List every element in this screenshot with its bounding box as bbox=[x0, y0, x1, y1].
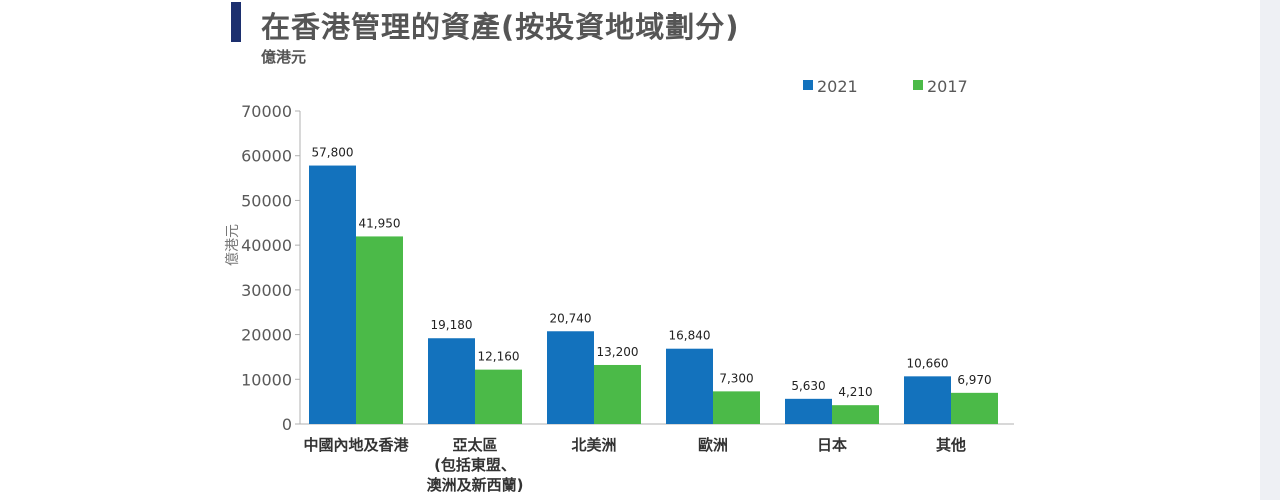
bar-2017-3 bbox=[713, 391, 760, 424]
data-label-2017-0: 41,950 bbox=[359, 216, 401, 230]
y-tick-label: 60000 bbox=[241, 147, 292, 166]
y-tick-label: 40000 bbox=[241, 236, 292, 255]
bar-2021-5 bbox=[904, 376, 951, 424]
y-tick-label: 20000 bbox=[241, 326, 292, 345]
x-category-label: 其他 bbox=[936, 436, 966, 454]
bar-2021-2 bbox=[547, 331, 594, 424]
unit-label: 億港元 bbox=[261, 48, 307, 66]
data-label-2021-0: 57,800 bbox=[312, 146, 354, 160]
y-tick-label: 10000 bbox=[241, 370, 292, 389]
x-category-label: 日本 bbox=[817, 436, 847, 454]
bar-2021-1 bbox=[428, 338, 475, 424]
bar-2021-3 bbox=[666, 348, 713, 424]
x-category-label: 澳洲及新西蘭) bbox=[427, 476, 524, 494]
x-category-label: 中國內地及香港 bbox=[303, 436, 409, 454]
x-category-label: 歐洲 bbox=[698, 436, 728, 454]
x-category-label: 北美洲 bbox=[571, 436, 616, 454]
y-tick-label: 30000 bbox=[241, 281, 292, 300]
title-accent-bar bbox=[231, 2, 241, 42]
y-tick-label: 70000 bbox=[241, 102, 292, 121]
bar-2017-1 bbox=[475, 369, 522, 424]
page-title: 在香港管理的資產(按投資地域劃分) bbox=[261, 10, 740, 44]
data-label-2017-1: 12,160 bbox=[478, 350, 520, 364]
data-label-2017-4: 4,210 bbox=[838, 385, 872, 399]
legend-swatch-2021 bbox=[803, 80, 813, 90]
right-edge-strip bbox=[1260, 0, 1280, 500]
bar-2017-0 bbox=[356, 236, 403, 424]
y-tick-label: 50000 bbox=[241, 191, 292, 210]
data-label-2017-3: 7,300 bbox=[719, 371, 753, 385]
legend-label-2017: 2017 bbox=[927, 77, 968, 96]
legend-swatch-2017 bbox=[913, 80, 923, 90]
y-axis-title: 億港元 bbox=[225, 224, 241, 266]
data-label-2021-1: 19,180 bbox=[431, 318, 473, 332]
bar-2017-4 bbox=[832, 405, 879, 424]
y-tick-label: 0 bbox=[282, 415, 292, 434]
x-category-label: (包括東盟、 bbox=[434, 456, 516, 474]
bar-2017-5 bbox=[951, 392, 998, 424]
data-label-2021-3: 16,840 bbox=[669, 329, 711, 343]
data-label-2017-5: 6,970 bbox=[957, 373, 991, 387]
bar-2017-2 bbox=[594, 364, 641, 424]
data-label-2021-2: 20,740 bbox=[550, 311, 592, 325]
data-label-2021-4: 5,630 bbox=[791, 379, 825, 393]
data-label-2017-2: 13,200 bbox=[597, 345, 639, 359]
bar-2021-4 bbox=[785, 398, 832, 424]
x-category-label: 亞太區 bbox=[452, 436, 497, 454]
data-label-2021-5: 10,660 bbox=[907, 356, 949, 370]
bar-2021-0 bbox=[309, 165, 356, 424]
legend-label-2021: 2021 bbox=[817, 77, 858, 96]
